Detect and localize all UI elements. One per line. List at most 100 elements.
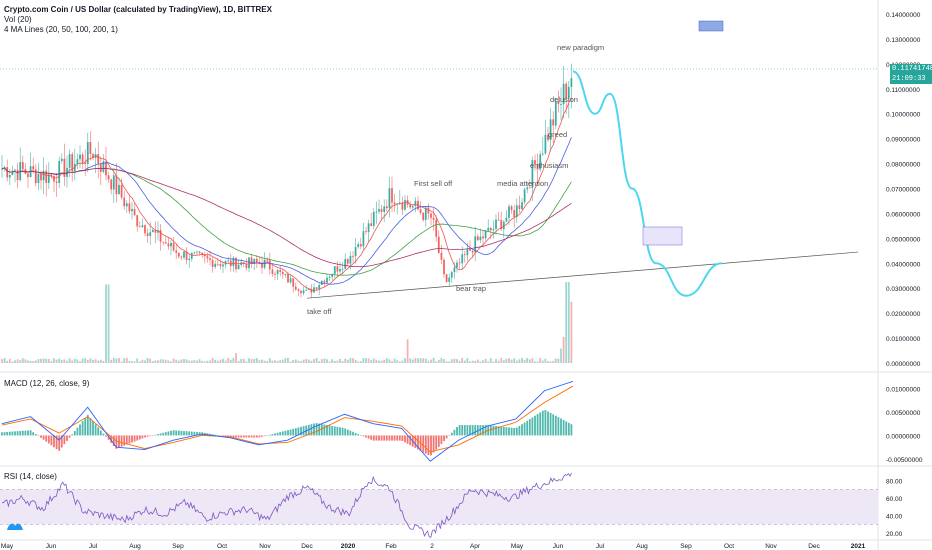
- y-tick-label: 0.03000000: [886, 286, 921, 293]
- volume-bar: [198, 359, 201, 363]
- candle: [71, 154, 74, 171]
- rsi-line: [1, 472, 572, 538]
- macd-histogram-bar: [268, 434, 271, 436]
- last-price-tag: 0.11741748: [890, 64, 932, 74]
- candle: [339, 269, 341, 272]
- x-tick-label: Aug: [636, 543, 648, 550]
- candle: [206, 256, 209, 259]
- volume-bar: [500, 357, 503, 363]
- macd-histogram-bar: [227, 435, 230, 438]
- volume-bar: [305, 359, 308, 363]
- macd-histogram-bar: [541, 410, 544, 436]
- volume-bar: [58, 358, 61, 363]
- volume-bar: [227, 357, 230, 363]
- candle: [359, 244, 362, 247]
- volume-bar: [154, 360, 157, 363]
- candle: [151, 230, 154, 233]
- volume-bar: [401, 360, 404, 363]
- volume-bar: [289, 361, 292, 363]
- candle: [198, 251, 201, 253]
- volume-bar: [482, 360, 484, 363]
- volume-bar: [164, 359, 167, 363]
- candle: [81, 154, 84, 163]
- macd-histogram-bar: [284, 430, 287, 436]
- macd-histogram-bar: [131, 435, 133, 443]
- volume-bar: [430, 359, 432, 363]
- volume-bar: [250, 358, 253, 363]
- volume-bar: [565, 281, 568, 363]
- macd-histogram-bar: [94, 424, 97, 436]
- candle: [489, 227, 492, 231]
- macd-histogram-bar: [180, 430, 183, 436]
- y-tick-label: 0.10000000: [886, 112, 921, 119]
- volume-bar: [6, 360, 9, 363]
- tradingview-logo-icon[interactable]: [6, 520, 24, 532]
- macd-histogram-bar: [336, 426, 339, 436]
- volume-bar: [162, 359, 165, 363]
- volume-bar: [567, 281, 570, 363]
- candle: [175, 250, 178, 253]
- candle: [440, 252, 443, 260]
- macd-histogram-bar: [92, 421, 94, 436]
- macd-histogram-bar: [214, 434, 217, 436]
- macd-histogram-bar: [521, 424, 523, 436]
- macd-histogram-bar: [34, 434, 37, 436]
- macd-histogram-bar: [232, 435, 235, 438]
- volume-bar: [508, 358, 510, 363]
- volume-bar: [357, 361, 360, 363]
- volume-bar: [34, 360, 37, 363]
- volume-bar: [255, 358, 258, 363]
- candle: [287, 274, 289, 283]
- candle: [209, 258, 211, 260]
- macd-histogram-bar: [513, 428, 516, 436]
- annotation-label: greed: [548, 130, 567, 139]
- macd-histogram-bar: [362, 435, 365, 437]
- volume-bar: [263, 360, 266, 363]
- macd-histogram-bar: [263, 435, 266, 437]
- candle: [177, 252, 180, 257]
- candle: [214, 263, 217, 267]
- volume-bar: [427, 360, 430, 363]
- candle: [570, 78, 573, 87]
- y-tick-label: 0.04000000: [886, 261, 921, 268]
- volume-bar: [53, 358, 55, 363]
- macd-histogram-bar: [8, 431, 11, 436]
- volume-bar: [300, 360, 302, 363]
- macd-histogram-bar: [50, 435, 53, 446]
- candle: [222, 264, 224, 267]
- y-tick-label: 0.07000000: [886, 187, 921, 194]
- macd-histogram-bar: [398, 435, 401, 441]
- candle: [133, 208, 136, 216]
- x-tick-label: 2021: [851, 543, 866, 550]
- macd-histogram-bar: [66, 435, 68, 441]
- volume-bar: [315, 357, 318, 363]
- macd-histogram-bar: [302, 426, 305, 436]
- macd-histogram-bar: [554, 415, 557, 436]
- macd-histogram-bar: [133, 435, 136, 442]
- candle: [1, 168, 3, 170]
- macd-histogram-bar: [378, 435, 380, 441]
- macd-histogram-bar: [417, 435, 419, 450]
- candle: [60, 158, 63, 162]
- candle: [528, 187, 531, 189]
- volume-bar: [409, 358, 412, 363]
- candle: [162, 241, 165, 243]
- volume-bar: [271, 360, 274, 363]
- macd-histogram-bar: [352, 431, 354, 436]
- candle: [219, 264, 222, 267]
- macd-histogram-bar: [484, 425, 487, 436]
- volume-bar: [235, 353, 237, 363]
- macd-histogram-bar: [24, 430, 27, 436]
- macd-histogram-bar: [365, 435, 367, 438]
- volume-bar: [8, 358, 11, 363]
- candle: [515, 205, 518, 218]
- macd-histogram-bar: [357, 434, 360, 436]
- volume-bar: [562, 336, 565, 363]
- candle: [315, 287, 318, 290]
- macd-histogram-bar: [144, 435, 146, 438]
- volume-bar: [531, 358, 534, 363]
- volume-bar: [461, 357, 464, 363]
- macd-histogram-bar: [177, 430, 180, 436]
- volume-bar: [138, 361, 141, 363]
